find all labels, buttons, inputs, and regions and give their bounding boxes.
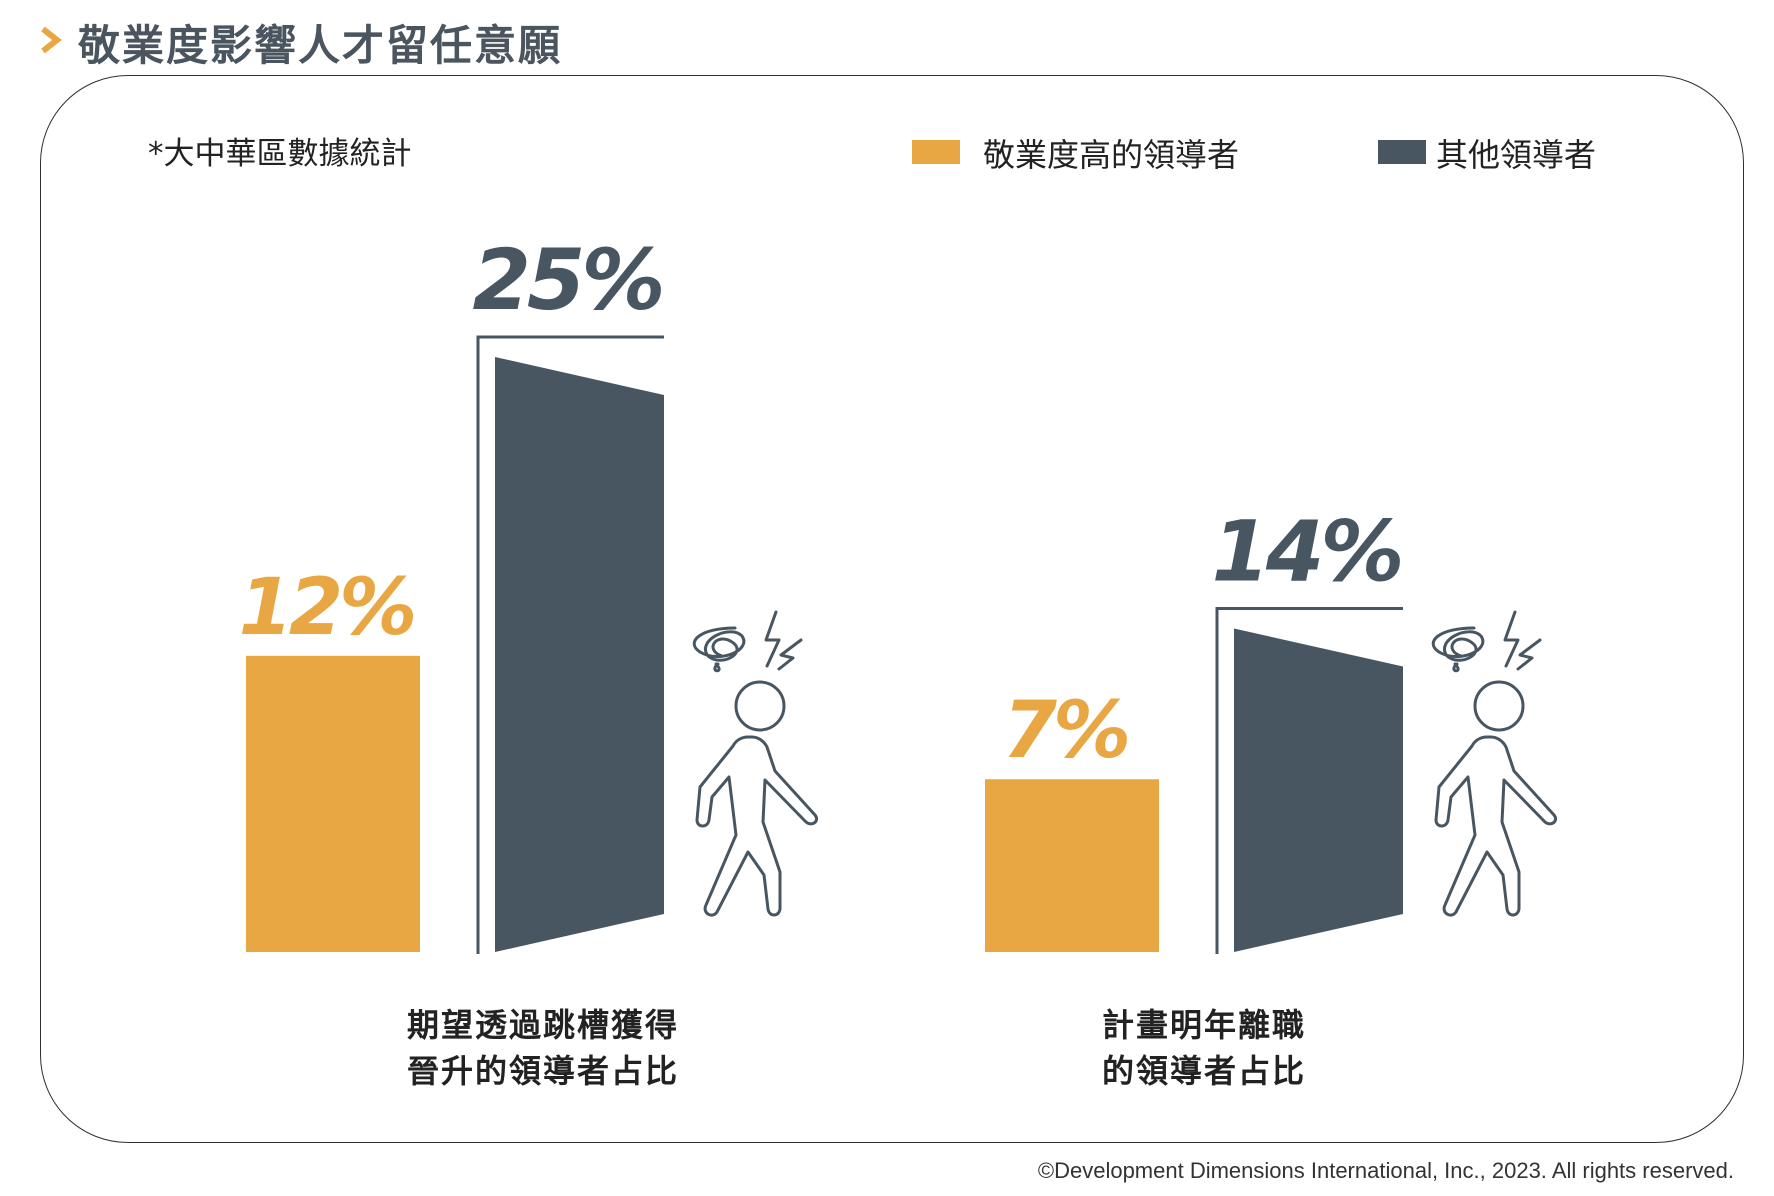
- data-note: *大中華區數據統計: [148, 136, 412, 172]
- walking-person-icon-2: [1431, 610, 1558, 917]
- chart-panel: [40, 75, 1744, 1143]
- lightning-icon-1a: [764, 610, 781, 668]
- door-frame-2: [1215, 606, 1403, 954]
- data-label-other-1: 25%: [472, 231, 661, 329]
- stressed-scribble-icon-2: [1431, 626, 1485, 673]
- bar-other-2: [1234, 628, 1403, 952]
- bar-other-1: [495, 357, 664, 952]
- lightning-icon-1b: [777, 638, 803, 671]
- data-label-engaged-1: 12%: [239, 563, 414, 653]
- category-label-2-line-1: 計畫明年離職: [1101, 1006, 1306, 1044]
- door-frame-1: [476, 335, 664, 954]
- legend-label-other: 其他領導者: [1436, 136, 1597, 174]
- lightning-icon-2a: [1503, 610, 1520, 668]
- category-label-2-line-2: 的領導者占比: [1101, 1052, 1306, 1090]
- legend-label-engaged: 敬業度高的領導者: [983, 136, 1240, 174]
- category-label-2: 計畫明年離職 的領導者占比: [974, 1002, 1434, 1094]
- page-title: 敬業度影響人才留任意願: [78, 21, 563, 70]
- legend-swatch-engaged: [912, 140, 960, 164]
- category-label-1-line-2: 晉升的領導者占比: [406, 1052, 679, 1090]
- legend-swatch-other: [1378, 140, 1426, 164]
- category-label-1-line-1: 期望透過跳槽獲得: [406, 1006, 679, 1044]
- walking-person-icon-1: [692, 610, 819, 917]
- bar-engaged-2: [985, 779, 1159, 952]
- category-label-1: 期望透過跳槽獲得 晉升的領導者占比: [313, 1002, 773, 1094]
- copyright-notice: ©Development Dimensions International, I…: [1037, 1158, 1734, 1183]
- data-label-engaged-2: 7%: [1003, 686, 1127, 776]
- chevron-right-icon: [41, 26, 62, 54]
- lightning-icon-2b: [1516, 638, 1542, 671]
- stressed-scribble-icon-1: [692, 626, 746, 673]
- data-label-other-2: 14%: [1211, 502, 1400, 600]
- bar-engaged-1: [246, 655, 420, 952]
